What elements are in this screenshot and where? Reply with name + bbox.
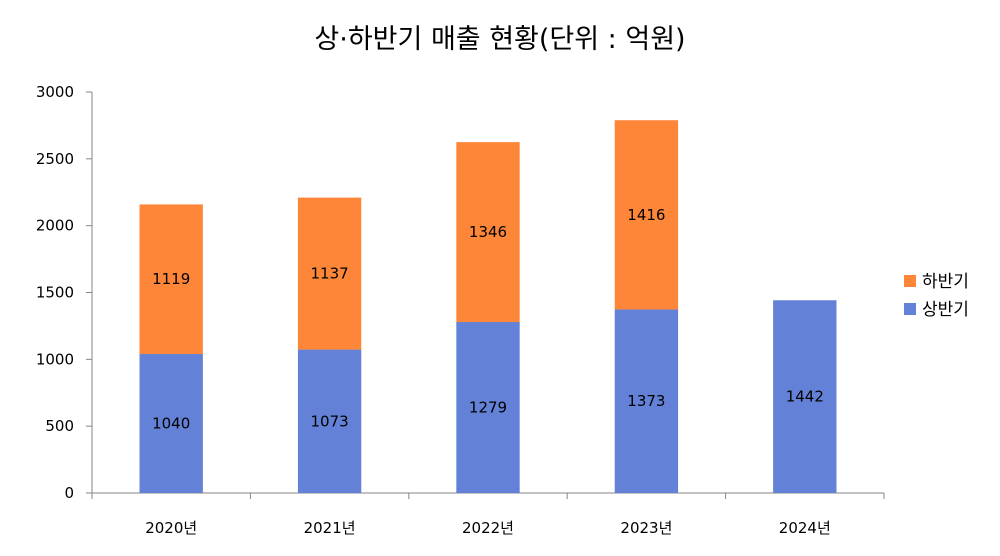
y-axis: 0 500 1000 1500 2000 2500 3000 [36,83,93,502]
y-tick-label: 3000 [36,83,74,101]
bar-value-label: 1346 [469,223,507,241]
legend-swatch [904,275,916,287]
bar-value-label: 1373 [627,392,665,410]
x-tick-label: 2022년 [462,519,514,537]
bar-segment [139,353,203,493]
bar-value-label: 1119 [152,270,190,288]
bar-series: 1040 1119 1073 1137 1279 1346 1373 1416 1442 [139,120,837,493]
y-tick-label: 2000 [36,217,74,235]
bar-value-label: 1279 [469,399,507,417]
bar-segment [773,300,837,493]
legend-label: 하반기 [922,272,969,292]
bar-segment [456,142,520,323]
bar-value-label: 1137 [311,265,349,283]
x-tick-label: 2021년 [304,519,356,537]
bar-segment [297,197,362,350]
x-tick-label: 2024년 [779,519,831,537]
x-axis: 2020년 2021년 2022년 2023년 2024년 [91,492,885,537]
y-tick-label: 1000 [36,350,74,368]
y-tick-label: 1500 [36,284,74,302]
legend-label: 상반기 [922,300,969,320]
bar-segment [614,309,679,493]
x-tick-label: 2023년 [620,519,672,537]
chart-title: 상·하반기 매출 현황(단위 : 억원) [314,24,685,55]
y-tick-label: 0 [64,484,74,502]
bar-value-label: 1416 [627,206,665,224]
bar-value-label: 1040 [152,414,190,432]
bar-segment [139,204,203,354]
y-tick-label: 500 [45,417,74,435]
bar-segment [456,322,520,493]
bar-value-label: 1442 [786,388,824,406]
legend-swatch [904,303,916,315]
bar-segment [297,349,362,493]
bar-value-label: 1073 [311,412,349,430]
y-tick-label: 2500 [36,150,74,168]
bar-segment [614,120,679,310]
x-tick-label: 2020년 [145,519,197,537]
